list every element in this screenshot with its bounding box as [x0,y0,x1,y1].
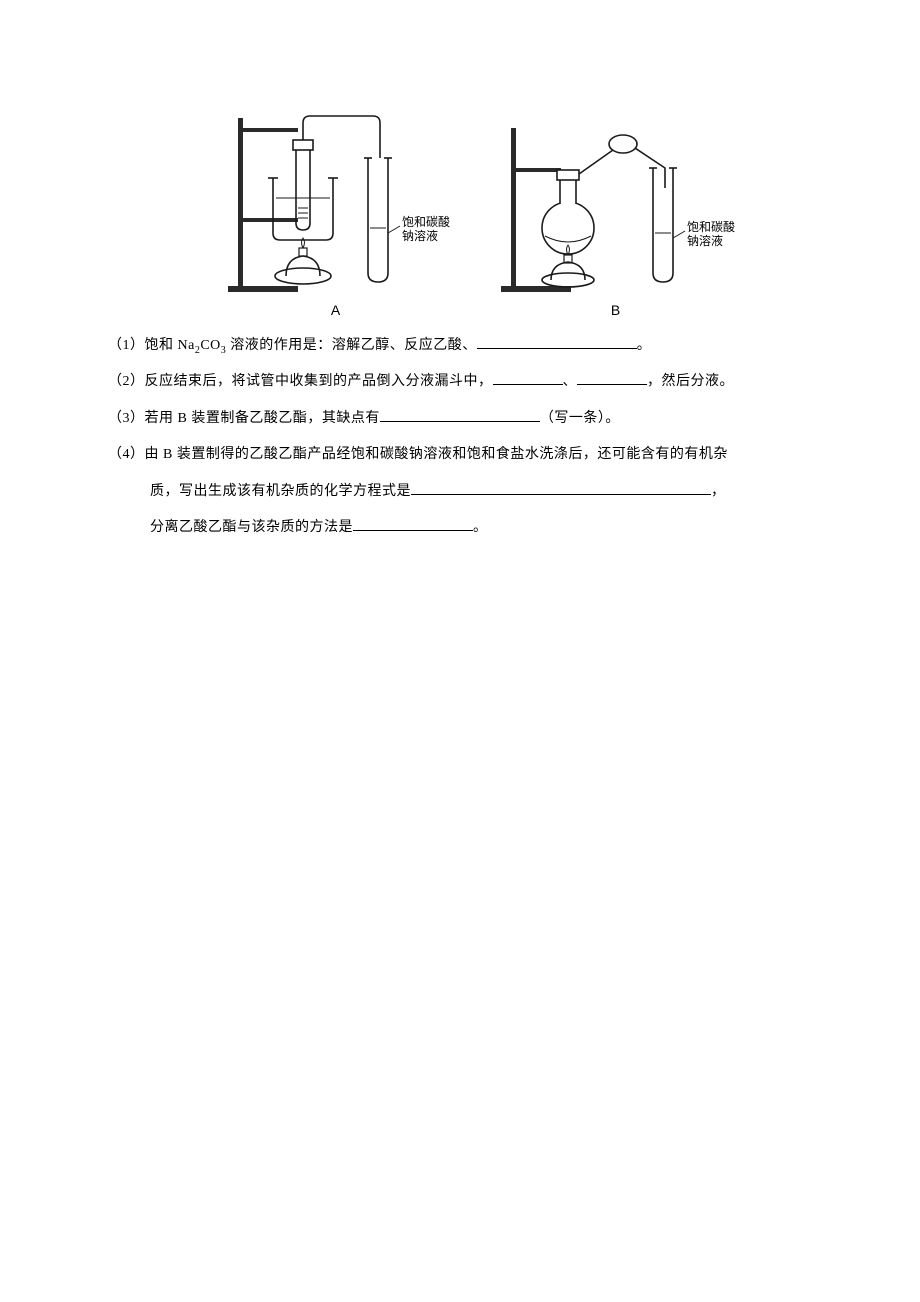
q3-b: （写一条）。 [540,411,620,426]
q4-l3b: 。 [473,520,488,535]
question-1: （1）饱和 Na2CO3 溶液的作用是：溶解乙醇、反应乙酸、。 [108,328,820,364]
q4-l3a: 分离乙酸乙酯与该杂质的方法是 [150,520,353,535]
q3-blank [380,407,540,422]
q2-b: 、 [563,374,578,389]
question-4-line2: 质，写出生成该有机杂质的化学方程式是 ， [108,474,820,510]
q4-l1: （4）由 B 装置制得的乙酸乙酯产品经饱和碳酸钠溶液和饱和食盐水洗涤后，还可能含… [108,447,728,462]
q1-rest: 溶液的作用是：溶解乙醇、反应乙酸、 [226,338,477,353]
q1-blank [477,334,637,349]
diagram-b: 饱和碳酸 钠溶液 B [493,98,738,318]
q2-blank1 [493,370,563,385]
label-b-line2: 钠溶液 [687,233,723,248]
q1-mid: CO [200,338,220,353]
question-4-line1: （4）由 B 装置制得的乙酸乙酯产品经饱和碳酸钠溶液和饱和食盐水洗涤后，还可能含… [108,437,820,473]
q3-a: （3）若用 B 装置制备乙酸乙酯，其缺点有 [108,411,380,426]
diagram-a: 饱和碳酸 钠溶液 A [218,98,453,318]
apparatus-a-svg: 饱和碳酸 钠溶液 [218,98,453,298]
apparatus-b-svg: 饱和碳酸 钠溶液 [493,98,738,298]
diagram-a-label: A [331,302,340,318]
q4-blank1 [411,480,711,495]
q2-c: ，然后分液。 [647,374,734,389]
question-3: （3）若用 B 装置制备乙酸乙酯，其缺点有 （写一条）。 [108,401,820,437]
q1-tail: 。 [637,338,652,353]
diagram-b-label: B [611,302,620,318]
q4-l2b: ， [711,484,726,499]
q2-blank2 [577,370,647,385]
diagram-row: 饱和碳酸 钠溶液 A [108,98,820,318]
label-b-line1: 饱和碳酸 [687,219,735,234]
q4-l2a: 质，写出生成该有机杂质的化学方程式是 [150,484,411,499]
document-body: 饱和碳酸 钠溶液 A [108,98,820,546]
question-2: （2）反应结束后，将试管中收集到的产品倒入分液漏斗中， 、 ，然后分液。 [108,364,820,400]
q4-blank2 [353,516,473,531]
label-a-line1: 饱和碳酸 [402,214,450,229]
label-a-line2: 钠溶液 [402,228,438,243]
question-4-line3: 分离乙酸乙酯与该杂质的方法是 。 [108,510,820,546]
q1-prefix: （1）饱和 Na [108,338,195,353]
q2-a: （2）反应结束后，将试管中收集到的产品倒入分液漏斗中， [108,374,493,389]
